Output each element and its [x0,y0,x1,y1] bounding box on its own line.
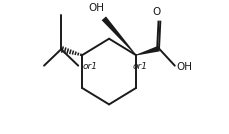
Text: O: O [152,7,160,17]
Text: or1: or1 [132,62,147,71]
Text: OH: OH [175,62,191,72]
Polygon shape [135,46,159,55]
Polygon shape [101,16,136,55]
Text: OH: OH [87,3,104,13]
Text: or1: or1 [82,62,97,71]
